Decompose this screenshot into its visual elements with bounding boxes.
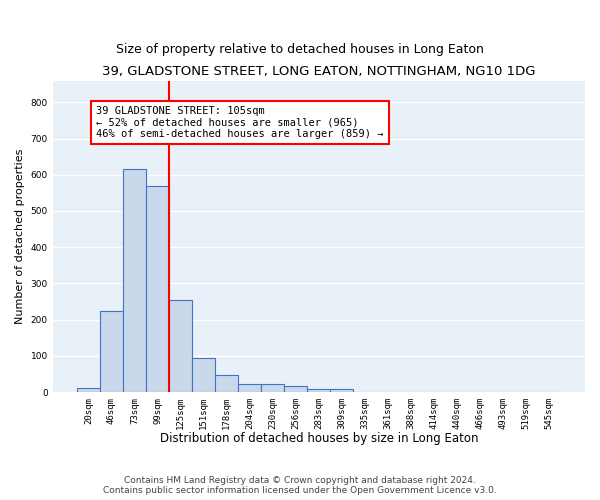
Bar (192, 358, 215, 392)
Bar (169, 300, 192, 392)
Bar (284, 386, 307, 392)
Bar (238, 384, 261, 392)
Bar (261, 384, 284, 392)
Bar (307, 389, 331, 392)
Title: 39, GLADSTONE STREET, LONG EATON, NOTTINGHAM, NG10 1DG: 39, GLADSTONE STREET, LONG EATON, NOTTIN… (102, 65, 536, 78)
Bar (100, 310, 123, 392)
Y-axis label: Number of detached properties: Number of detached properties (15, 148, 25, 324)
Bar (146, 186, 169, 392)
Text: Contains HM Land Registry data © Crown copyright and database right 2024.
Contai: Contains HM Land Registry data © Crown c… (103, 476, 497, 495)
Bar (215, 375, 238, 392)
Bar (331, 389, 353, 392)
Text: Size of property relative to detached houses in Long Eaton: Size of property relative to detached ho… (116, 42, 484, 56)
Bar (77, 388, 100, 392)
X-axis label: Distribution of detached houses by size in Long Eaton: Distribution of detached houses by size … (160, 432, 478, 445)
Bar (123, 170, 146, 392)
Text: 39 GLADSTONE STREET: 105sqm
← 52% of detached houses are smaller (965)
46% of se: 39 GLADSTONE STREET: 105sqm ← 52% of det… (97, 106, 384, 139)
